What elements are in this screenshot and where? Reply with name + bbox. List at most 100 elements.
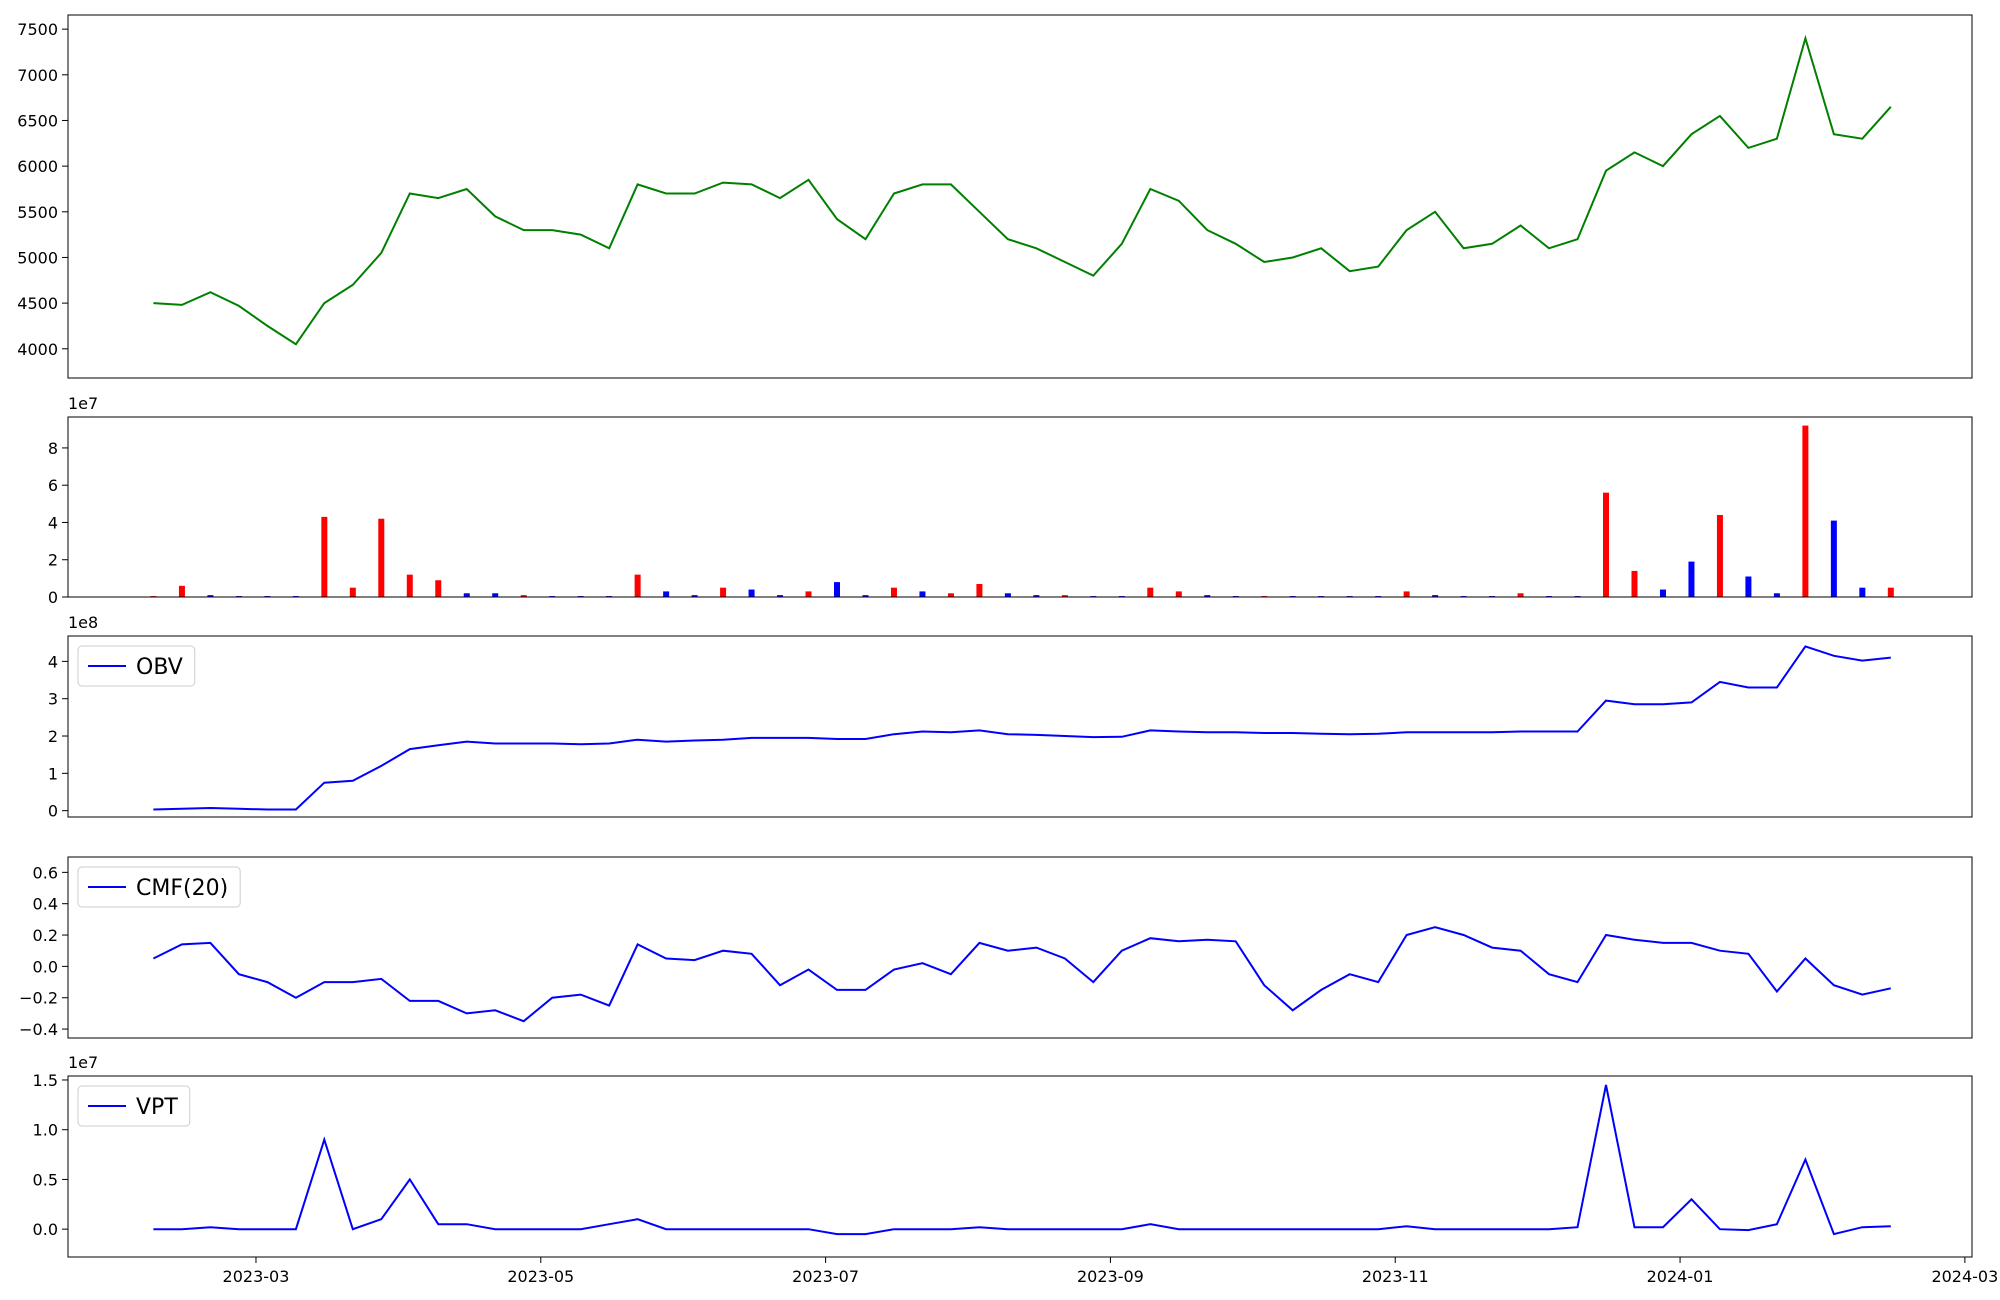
bar: [1517, 593, 1524, 597]
bar: [349, 587, 356, 597]
bar: [207, 595, 214, 597]
axes-frame: [67, 416, 1973, 598]
y-tick-label: 0.0: [33, 957, 58, 976]
y-tick-label: 6500: [17, 111, 58, 130]
y-tick-label: 0: [48, 802, 58, 821]
y-tick-label: 4: [48, 513, 58, 532]
bar: [378, 518, 385, 597]
plot-area: [150, 425, 1894, 597]
line-series: [153, 645, 1891, 811]
y-tick-label: 0.4: [33, 895, 58, 914]
legend: OBV: [77, 645, 196, 687]
axis-offset-label: 1e8: [68, 613, 98, 632]
legend-box: [77, 1085, 191, 1127]
bar: [1745, 576, 1752, 597]
bar: [463, 593, 470, 597]
legend-label: VPT: [136, 1095, 178, 1120]
bar: [406, 574, 413, 597]
legend-box: [77, 645, 196, 687]
bar: [520, 595, 527, 597]
bar: [862, 595, 869, 597]
bar: [1887, 587, 1894, 597]
bar: [1688, 561, 1695, 597]
y-tick-label: 1.5: [33, 1071, 58, 1090]
bar: [321, 516, 328, 597]
bar: [1716, 515, 1723, 597]
y-tick-label: 7000: [17, 66, 58, 85]
y-tick-label: 4500: [17, 294, 58, 313]
legend-box: [77, 866, 241, 908]
x-tick-label: 2023-05: [507, 1267, 574, 1286]
legend-label: CMF(20): [136, 876, 228, 901]
y-tick-label: −0.2: [19, 989, 58, 1008]
bar: [976, 583, 983, 597]
x-tick-label: 2023-03: [223, 1267, 290, 1286]
bar: [1659, 589, 1666, 597]
axis-offset-label: 1e7: [68, 394, 98, 413]
axes-frame: [67, 14, 1973, 379]
plot-area: [153, 1084, 1891, 1236]
x-tick-label: 2023-09: [1077, 1267, 1144, 1286]
y-tick-label: 5000: [17, 248, 58, 267]
y-tick-label: 0: [48, 588, 58, 607]
legend: CMF(20): [77, 866, 241, 908]
bar: [178, 585, 185, 597]
bar: [1631, 570, 1638, 597]
axes-frame: [67, 1075, 1973, 1258]
y-tick-label: 0.0: [33, 1220, 58, 1239]
bar: [435, 580, 442, 597]
bar: [1204, 595, 1211, 597]
x-tick-label: 2023-07: [792, 1267, 859, 1286]
bar: [663, 591, 670, 597]
x-tick-label: 2024-03: [1931, 1267, 1998, 1286]
plot-area: [152, 926, 1892, 1023]
legend-label: OBV: [136, 655, 183, 680]
bar: [805, 591, 812, 597]
bar: [1859, 587, 1866, 597]
bar: [1147, 587, 1154, 597]
y-tick-label: 6: [48, 476, 58, 495]
x-tick-label: 2023-11: [1362, 1267, 1429, 1286]
y-tick-label: 2: [48, 727, 58, 746]
bar: [919, 591, 926, 597]
y-tick-label: 4000: [17, 340, 58, 359]
y-tick-label: 7500: [17, 20, 58, 39]
y-tick-label: 0.2: [33, 926, 58, 945]
bar: [1830, 520, 1837, 597]
y-tick-label: 2: [48, 551, 58, 570]
y-tick-label: 5500: [17, 203, 58, 222]
bar: [1603, 492, 1610, 597]
axes-frame: [67, 635, 1973, 818]
axes-frame: [67, 856, 1973, 1039]
bar: [947, 593, 954, 597]
bar: [1033, 595, 1040, 597]
bar: [1061, 595, 1068, 597]
bar: [1432, 595, 1439, 597]
line-series: [153, 1084, 1891, 1236]
y-tick-label: 3: [48, 690, 58, 709]
plot-area: [153, 645, 1891, 811]
axis-offset-label: 1e7: [68, 1053, 98, 1072]
y-tick-label: 0.6: [33, 863, 58, 882]
line-series: [153, 34, 1892, 346]
y-tick-label: 1: [48, 764, 58, 783]
bar: [720, 587, 727, 597]
bar: [777, 595, 784, 597]
y-tick-label: 4: [48, 652, 58, 671]
legend: VPT: [77, 1085, 191, 1127]
bar: [1175, 591, 1182, 597]
y-tick-label: 1.0: [33, 1121, 58, 1140]
bar: [634, 574, 641, 597]
line-series: [152, 926, 1892, 1023]
bar: [748, 589, 755, 597]
bar: [1773, 593, 1780, 597]
plot-area: [153, 34, 1892, 346]
bar: [834, 582, 841, 597]
bar: [492, 593, 499, 597]
y-tick-label: 8: [48, 439, 58, 458]
bar: [1403, 591, 1410, 597]
x-tick-label: 2024-01: [1647, 1267, 1714, 1286]
bar: [890, 587, 897, 597]
y-tick-label: −0.4: [19, 1020, 58, 1039]
